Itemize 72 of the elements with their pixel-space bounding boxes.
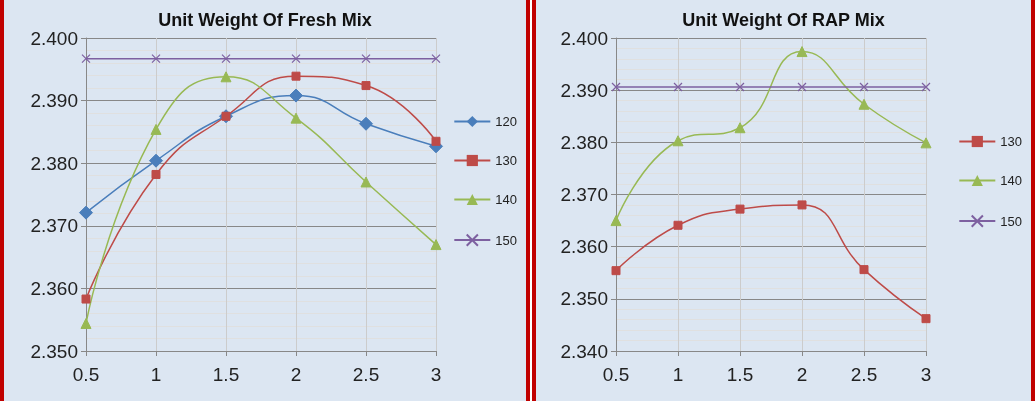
point bbox=[291, 71, 301, 81]
point bbox=[431, 136, 441, 146]
point bbox=[80, 317, 92, 329]
point bbox=[610, 215, 622, 227]
y-tick-label: 2.380 bbox=[30, 152, 78, 174]
point bbox=[81, 54, 91, 64]
x-tick-label: 3 bbox=[430, 364, 442, 385]
point bbox=[797, 82, 807, 92]
point bbox=[220, 71, 232, 83]
x-tick-label: 0.5 bbox=[72, 364, 100, 385]
point bbox=[361, 81, 371, 91]
x-tick-label: 2 bbox=[796, 364, 808, 385]
legend-label: 130 bbox=[1000, 134, 1023, 149]
chart-title: Unit Weight Of Fresh Mix bbox=[158, 10, 372, 30]
y-tick-label: 2.400 bbox=[30, 27, 78, 49]
point bbox=[611, 266, 621, 276]
point bbox=[221, 54, 231, 64]
point bbox=[673, 220, 683, 230]
point bbox=[734, 122, 746, 134]
x-tick-label: 1.5 bbox=[726, 364, 754, 385]
point bbox=[431, 54, 441, 64]
point bbox=[920, 137, 932, 149]
y-tick-label: 2.370 bbox=[30, 215, 78, 237]
point bbox=[359, 116, 373, 131]
y-tick-label: 2.350 bbox=[30, 340, 78, 362]
point bbox=[797, 200, 807, 210]
y-tick-label: 2.400 bbox=[560, 27, 608, 49]
x-tick-label: 2 bbox=[290, 364, 302, 385]
legend-label: 140 bbox=[495, 192, 518, 207]
point bbox=[360, 176, 372, 188]
point bbox=[673, 82, 683, 92]
point bbox=[859, 265, 869, 275]
point bbox=[150, 123, 162, 135]
y-tick-label: 2.390 bbox=[560, 79, 608, 101]
x-tick-label: 1.5 bbox=[212, 364, 240, 385]
y-tick-label: 2.380 bbox=[560, 131, 608, 153]
y-tick-label: 2.370 bbox=[560, 184, 608, 205]
point bbox=[672, 135, 684, 147]
x-tick-label: 0.5 bbox=[602, 364, 630, 385]
x-tick-label: 2.5 bbox=[850, 364, 878, 385]
legend-label: 120 bbox=[495, 114, 518, 129]
point bbox=[149, 153, 163, 168]
legend-label: 130 bbox=[495, 153, 518, 168]
point bbox=[291, 54, 301, 64]
y-tick-label: 2.350 bbox=[560, 288, 608, 310]
point bbox=[79, 205, 93, 220]
x-tick-label: 3 bbox=[920, 364, 932, 385]
y-tick-label: 2.390 bbox=[30, 90, 78, 112]
point bbox=[430, 239, 442, 251]
x-tick-label: 1 bbox=[150, 364, 162, 385]
point bbox=[81, 294, 91, 304]
chart-title: Unit Weight Of RAP Mix bbox=[682, 10, 885, 30]
point bbox=[921, 314, 931, 324]
legend-label: 140 bbox=[1000, 173, 1023, 188]
legend-label: 150 bbox=[1000, 213, 1023, 229]
point bbox=[151, 54, 161, 64]
x-tick-label: 1 bbox=[672, 364, 684, 385]
legend-label: 150 bbox=[495, 232, 518, 248]
point bbox=[289, 88, 303, 103]
point bbox=[858, 98, 870, 110]
y-tick-label: 2.360 bbox=[30, 277, 78, 299]
point bbox=[921, 82, 931, 92]
point bbox=[151, 169, 161, 179]
y-tick-label: 2.340 bbox=[560, 340, 608, 362]
point bbox=[290, 112, 302, 124]
point bbox=[735, 82, 745, 92]
point bbox=[735, 204, 745, 214]
y-tick-label: 2.360 bbox=[560, 236, 608, 258]
point bbox=[361, 54, 371, 64]
x-tick-label: 2.5 bbox=[352, 364, 380, 385]
point bbox=[796, 46, 808, 58]
point bbox=[859, 82, 869, 92]
